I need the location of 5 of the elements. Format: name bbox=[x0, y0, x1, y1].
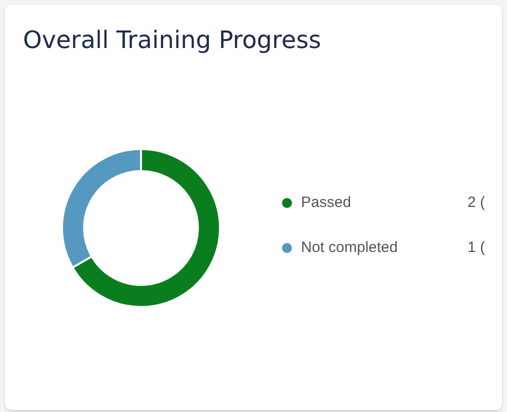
legend-label: Passed bbox=[301, 194, 352, 212]
legend-label: Not completed bbox=[301, 239, 398, 256]
chart-title: Overall Training Progress bbox=[23, 25, 322, 55]
data-label: 1 ( bbox=[467, 239, 485, 256]
data-label: 2 ( bbox=[467, 194, 485, 212]
